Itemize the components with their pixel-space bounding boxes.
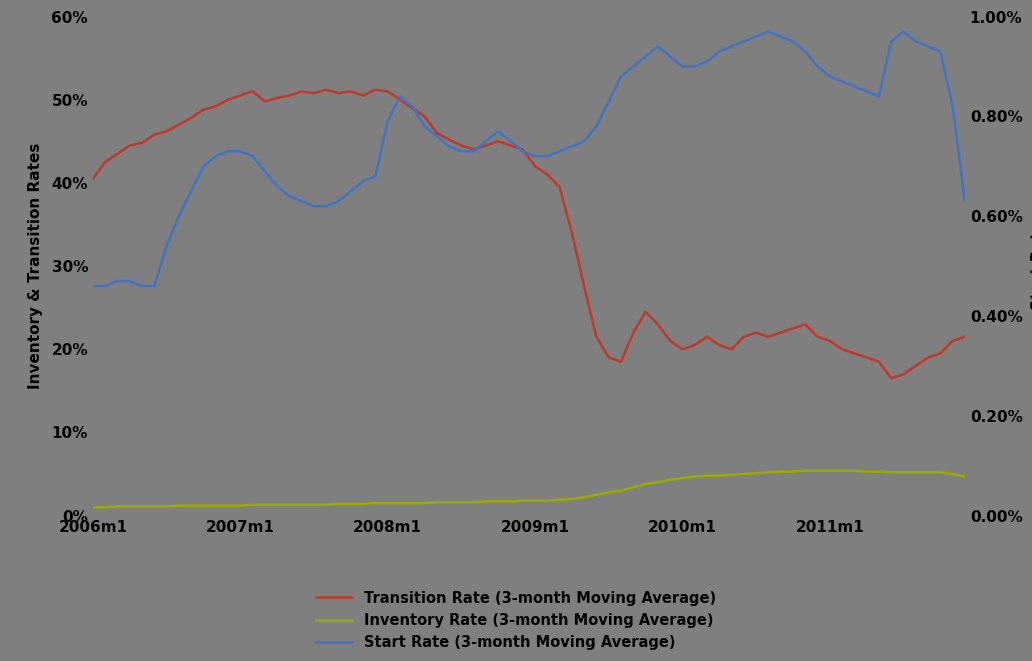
Inventory Rate (3-month Moving Average) bbox=[799, 467, 811, 475]
Line: Start Rate (3-month Moving Average): Start Rate (3-month Moving Average) bbox=[93, 32, 965, 286]
Transition Rate (3-month Moving Average) bbox=[320, 86, 332, 94]
Inventory Rate (3-month Moving Average) bbox=[676, 474, 688, 482]
Inventory Rate (3-month Moving Average) bbox=[87, 503, 99, 511]
Line: Transition Rate (3-month Moving Average): Transition Rate (3-month Moving Average) bbox=[93, 90, 965, 378]
Transition Rate (3-month Moving Average) bbox=[651, 321, 664, 329]
Legend: Transition Rate (3-month Moving Average), Inventory Rate (3-month Moving Average: Transition Rate (3-month Moving Average)… bbox=[316, 591, 716, 650]
Start Rate (3-month Moving Average) bbox=[640, 52, 652, 60]
Start Rate (3-month Moving Average) bbox=[209, 152, 222, 160]
Inventory Rate (3-month Moving Average) bbox=[959, 473, 971, 481]
Start Rate (3-month Moving Average) bbox=[763, 28, 775, 36]
Transition Rate (3-month Moving Average) bbox=[87, 175, 99, 182]
Start Rate (3-month Moving Average) bbox=[578, 137, 590, 145]
Transition Rate (3-month Moving Average) bbox=[209, 102, 222, 110]
Transition Rate (3-month Moving Average) bbox=[885, 374, 898, 382]
Inventory Rate (3-month Moving Average) bbox=[295, 501, 308, 509]
Y-axis label: Inventory & Transition Rates: Inventory & Transition Rates bbox=[28, 143, 43, 389]
Transition Rate (3-month Moving Average) bbox=[959, 332, 971, 340]
Transition Rate (3-month Moving Average) bbox=[688, 341, 701, 349]
Inventory Rate (3-month Moving Average) bbox=[382, 499, 394, 507]
Start Rate (3-month Moving Average) bbox=[87, 282, 99, 290]
Transition Rate (3-month Moving Average) bbox=[909, 362, 922, 370]
Start Rate (3-month Moving Average) bbox=[295, 197, 308, 205]
Transition Rate (3-month Moving Average) bbox=[394, 96, 407, 104]
Start Rate (3-month Moving Average) bbox=[676, 62, 688, 70]
Line: Inventory Rate (3-month Moving Average): Inventory Rate (3-month Moving Average) bbox=[93, 471, 965, 507]
Inventory Rate (3-month Moving Average) bbox=[640, 480, 652, 488]
Start Rate (3-month Moving Average) bbox=[959, 197, 971, 205]
Inventory Rate (3-month Moving Average) bbox=[578, 493, 590, 501]
Inventory Rate (3-month Moving Average) bbox=[209, 502, 222, 510]
Transition Rate (3-month Moving Average) bbox=[590, 332, 603, 340]
Start Rate (3-month Moving Average) bbox=[382, 118, 394, 126]
